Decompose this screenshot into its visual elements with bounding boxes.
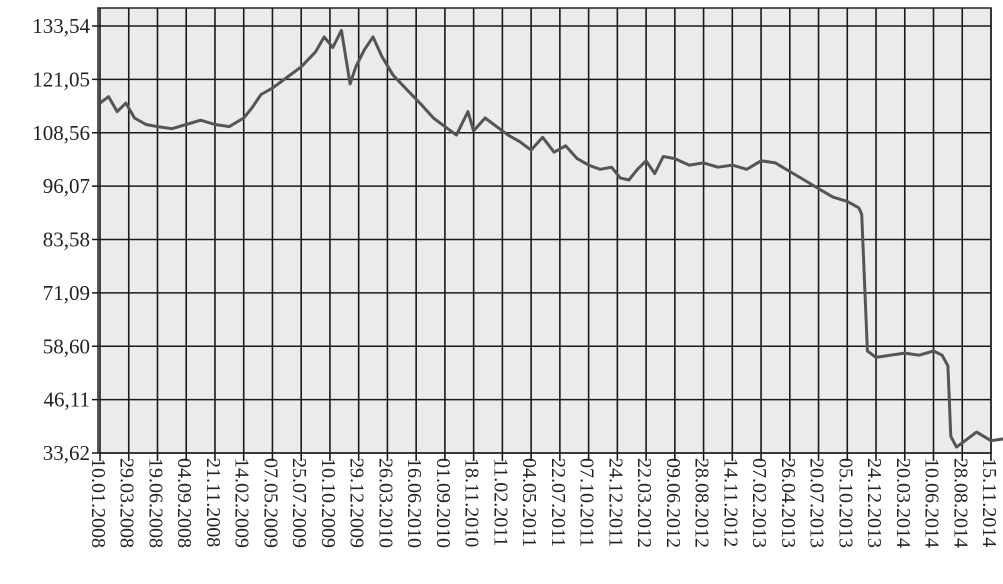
y-tick-label: 121,05 <box>32 67 90 91</box>
x-tick-label: 20.03.2014 <box>892 458 914 548</box>
x-tick-label: 04.05.2011 <box>518 458 540 547</box>
x-tick-label: 15.11.2014 <box>978 458 1000 547</box>
x-tick-label: 24.12.2011 <box>604 458 626 547</box>
x-tick-label: 01.09.2010 <box>432 458 454 548</box>
series-line <box>99 28 1003 449</box>
x-tick-label: 19.06.2008 <box>144 458 166 548</box>
x-tick-label: 22.03.2012 <box>633 458 655 548</box>
y-axis-tick-labels: 33,62 46,11 58,60 71,09 83,58 96,07 108,56 121,… <box>32 14 90 465</box>
x-tick-label: 07.05.2009 <box>259 458 281 548</box>
vertical-gridlines <box>99 8 992 461</box>
x-tick-label: 28.08.2014 <box>949 458 971 548</box>
x-tick-label: 11.02.2011 <box>489 458 511 547</box>
x-tick-label: 22.07.2011 <box>547 458 569 547</box>
x-tick-label: 25.07.2009 <box>288 458 310 548</box>
x-axis-tick-labels: 10.01.2008 29.03.2008 19.06.2008 04.09.2008… <box>87 458 1000 548</box>
x-tick-label: 04.09.2008 <box>173 458 195 548</box>
y-tick-label: 58,60 <box>43 334 90 358</box>
y-tick-label: 96,07 <box>43 174 90 198</box>
x-tick-label: 26.04.2013 <box>777 458 799 548</box>
y-tick-label: 108,56 <box>32 121 90 145</box>
x-tick-label: 28.08.2012 <box>691 458 713 548</box>
x-tick-label: 07.02.2013 <box>748 458 770 548</box>
x-tick-label: 16.06.2010 <box>403 458 425 548</box>
x-tick-label: 18.11.2010 <box>461 458 483 547</box>
plot-frame <box>97 7 992 454</box>
x-tick-label: 24.12.2013 <box>863 458 885 548</box>
x-tick-label: 05.10.2013 <box>834 458 856 548</box>
series-group <box>99 28 1003 449</box>
y-tick-label: 46,11 <box>44 388 90 412</box>
y-tick-label: 83,58 <box>43 228 90 252</box>
x-tick-label: 20.07.2013 <box>806 458 828 548</box>
x-tick-label: 29.03.2008 <box>116 458 138 548</box>
x-tick-label: 14.02.2009 <box>231 458 253 548</box>
y-tick-label: 71,09 <box>43 281 90 305</box>
y-tick-label: 33,62 <box>43 441 90 465</box>
plot-background <box>98 8 991 453</box>
x-tick-label: 21.11.2008 <box>202 458 224 547</box>
x-tick-label: 29.12.2009 <box>346 458 368 548</box>
x-tick-label: 14.11.2012 <box>719 458 741 547</box>
x-tick-label: 10.06.2014 <box>921 458 943 548</box>
x-tick-label: 07.10.2011 <box>576 458 598 547</box>
x-tick-label: 26.03.2010 <box>374 458 396 548</box>
x-tick-label: 09.06.2012 <box>662 458 684 548</box>
x-tick-label: 10.01.2008 <box>87 458 109 548</box>
y-tick-label: 133,54 <box>32 14 90 38</box>
x-tick-label: 10.10.2009 <box>317 458 339 548</box>
